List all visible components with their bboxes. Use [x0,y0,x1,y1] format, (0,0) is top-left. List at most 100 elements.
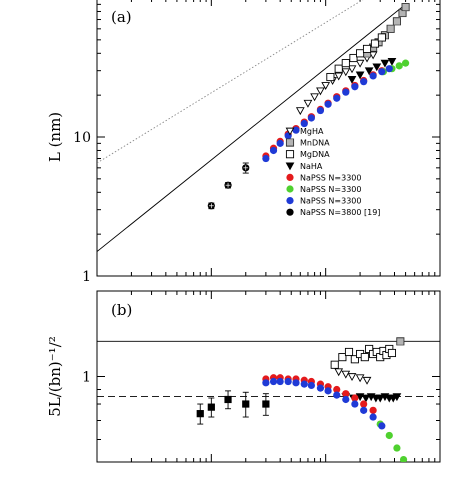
panel-a-point [372,63,382,72]
panel-a-point [356,49,365,58]
panel-b-point [196,410,204,418]
legend-entry-label: NaPSS N=3800 [19] [300,208,380,217]
panel-a-point [364,67,374,76]
panel-a-point [333,94,341,102]
legend-marker [286,208,294,216]
panel-b-point [396,337,405,346]
panel-b-point [360,400,368,408]
panel-b-point [360,406,368,414]
panel-a-point [385,65,393,73]
panel-b-reference-lines [97,340,440,397]
panel-b-point [369,406,377,414]
panel-a-y-tick-label: 10 [73,130,91,146]
panel-b-x-ticks [130,291,436,462]
panel-b-point [347,373,357,382]
panel-a-point [334,72,344,81]
panel-b-point [269,377,278,386]
panel-a-point [307,114,315,122]
panel-a-point [347,75,357,84]
panel-a-y-ticks [97,3,440,277]
panel-a-point [355,59,365,68]
panel-a-point [386,24,395,33]
panel-a-point [380,59,390,68]
panel-b-point [242,400,250,408]
panel-a-point [401,59,410,67]
panel-b-point [342,390,350,398]
panel-a-point [316,106,325,115]
panel-a-label: (a) [111,8,132,26]
legend-marker [286,197,294,205]
panel-b-point [284,377,292,386]
panel-b-point [334,368,344,377]
panel-b-y-ticks [97,290,440,463]
panel-a-series-2 [326,33,386,82]
legend-entry-label: MnDNA [300,139,330,148]
panel-b-point [324,387,332,395]
panel-b-point [361,394,371,403]
legend-marker [285,138,295,147]
panel-b-y-tick-label: 1 [82,370,91,386]
panel-b-series-7 [196,390,270,425]
panel-b-point [369,413,377,421]
panel-a-point [310,93,319,102]
panel-b-points [196,337,408,462]
panel-a-point [377,33,386,42]
legend-marker [286,185,294,193]
panel-a-point [387,58,397,66]
panel-b-point [292,379,300,387]
panel-b-y-axis-label: 5L/(bn)⁻¹/² [46,336,64,417]
panel-a-point [269,146,278,155]
panel-b-series-2 [330,344,397,369]
panel-a-x-ticks [130,0,436,276]
panel-b-point [351,400,359,408]
panel-b-point [375,394,385,403]
panel-b-label: (b) [111,301,132,319]
panel-a-point [351,83,359,91]
panel-a-point [295,107,305,116]
panel-a-point [341,59,350,68]
panel-a-point [355,71,365,80]
panel-a-point [401,3,410,12]
panel-b-point [333,385,341,394]
panel-a-point [303,99,313,108]
panel-a-point [349,53,358,63]
panel-a-point [324,100,332,108]
panel-a-ref-line-solid [97,4,406,252]
panel-a: 1 10 (a) L (nm) MgHA MnDNA MgDNA NaHA NaPSS N=33… [46,0,441,285]
panel-a-point [321,82,331,90]
panel-b-point [300,380,308,388]
legend-marker [285,162,295,171]
panel-b-point [341,370,351,379]
panel-a-point [341,68,351,77]
panel-a-point [378,68,386,76]
panel-b-series-6 [262,377,386,430]
panel-b-point [355,393,365,402]
legend-marker [286,173,294,181]
panel-b: 1 (b) 5L/(bn)⁻¹/² [46,290,441,463]
panel-a-point [326,72,335,82]
panel-b-point [350,355,359,364]
panel-a-point [276,139,284,147]
panel-b-point [262,400,270,408]
panel-a-point [316,87,325,96]
panel-a-series-6 [262,65,393,163]
panel-a-point [360,78,368,86]
panel-a-frame [96,0,441,277]
panel-b-point [385,431,393,440]
legend: MgHA MnDNA MgDNA NaHA NaPSS N=3300 NaPSS N=33… [285,127,380,217]
panel-b-point [307,381,315,390]
panel-a-y-tick-label: 1 [82,269,91,285]
panel-b-point [351,394,359,402]
panel-b-point [330,360,339,369]
panel-a-point [392,17,401,26]
legend-marker [285,127,295,136]
panel-b-point [316,384,325,392]
legend-entry-label: MgDNA [300,150,330,159]
panel-b-point [355,374,365,383]
legend-entry-label: NaHA [300,162,323,171]
panel-b-point [378,422,386,430]
panel-b-point [342,395,350,404]
panel-b-point [393,444,401,452]
